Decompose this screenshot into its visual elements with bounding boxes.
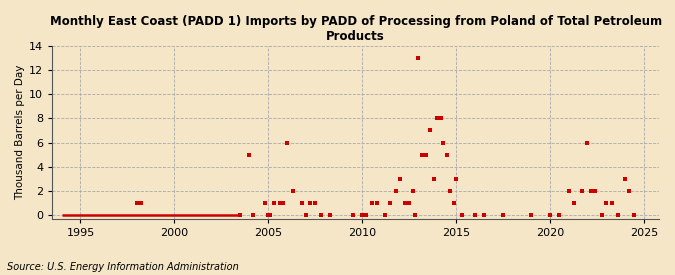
Point — [248, 213, 259, 218]
Point — [348, 213, 358, 218]
Point — [445, 189, 456, 193]
Point — [421, 153, 431, 157]
Point — [582, 140, 593, 145]
Point — [404, 201, 414, 205]
Point — [235, 213, 246, 218]
Point — [624, 189, 634, 193]
Point — [300, 213, 311, 218]
Point — [281, 140, 292, 145]
Point — [259, 201, 270, 205]
Point — [244, 153, 255, 157]
Point — [391, 189, 402, 193]
Point — [269, 201, 279, 205]
Point — [629, 213, 640, 218]
Point — [325, 213, 335, 218]
Point — [526, 213, 537, 218]
Point — [564, 189, 574, 193]
Point — [576, 189, 587, 193]
Point — [469, 213, 480, 218]
Point — [135, 201, 146, 205]
Point — [288, 189, 298, 193]
Point — [315, 213, 326, 218]
Point — [278, 201, 289, 205]
Title: Monthly East Coast (PADD 1) Imports by PADD of Processing from Poland of Total P: Monthly East Coast (PADD 1) Imports by P… — [49, 15, 662, 43]
Point — [569, 201, 580, 205]
Point — [451, 177, 462, 181]
Point — [456, 213, 467, 218]
Point — [597, 213, 608, 218]
Point — [263, 213, 273, 218]
Point — [620, 177, 630, 181]
Point — [394, 177, 405, 181]
Point — [408, 189, 418, 193]
Point — [601, 201, 612, 205]
Point — [441, 153, 452, 157]
Point — [357, 213, 368, 218]
Text: Source: U.S. Energy Information Administration: Source: U.S. Energy Information Administ… — [7, 262, 238, 272]
Point — [497, 213, 508, 218]
Point — [360, 213, 371, 218]
Point — [607, 201, 618, 205]
Point — [409, 213, 420, 218]
Point — [400, 201, 410, 205]
Point — [379, 213, 390, 218]
Point — [425, 128, 435, 133]
Point — [274, 201, 285, 205]
Point — [428, 177, 439, 181]
Point — [449, 201, 460, 205]
Point — [310, 201, 321, 205]
Point — [589, 189, 600, 193]
Point — [479, 213, 489, 218]
Point — [372, 201, 383, 205]
Y-axis label: Thousand Barrels per Day: Thousand Barrels per Day — [15, 65, 25, 200]
Point — [385, 201, 396, 205]
Point — [612, 213, 623, 218]
Point — [304, 201, 315, 205]
Point — [366, 201, 377, 205]
Point — [554, 213, 565, 218]
Point — [132, 201, 142, 205]
Point — [586, 189, 597, 193]
Point — [432, 116, 443, 120]
Point — [437, 140, 448, 145]
Point — [413, 56, 424, 60]
Point — [545, 213, 556, 218]
Point — [265, 213, 275, 218]
Point — [435, 116, 446, 120]
Point — [417, 153, 428, 157]
Point — [296, 201, 307, 205]
